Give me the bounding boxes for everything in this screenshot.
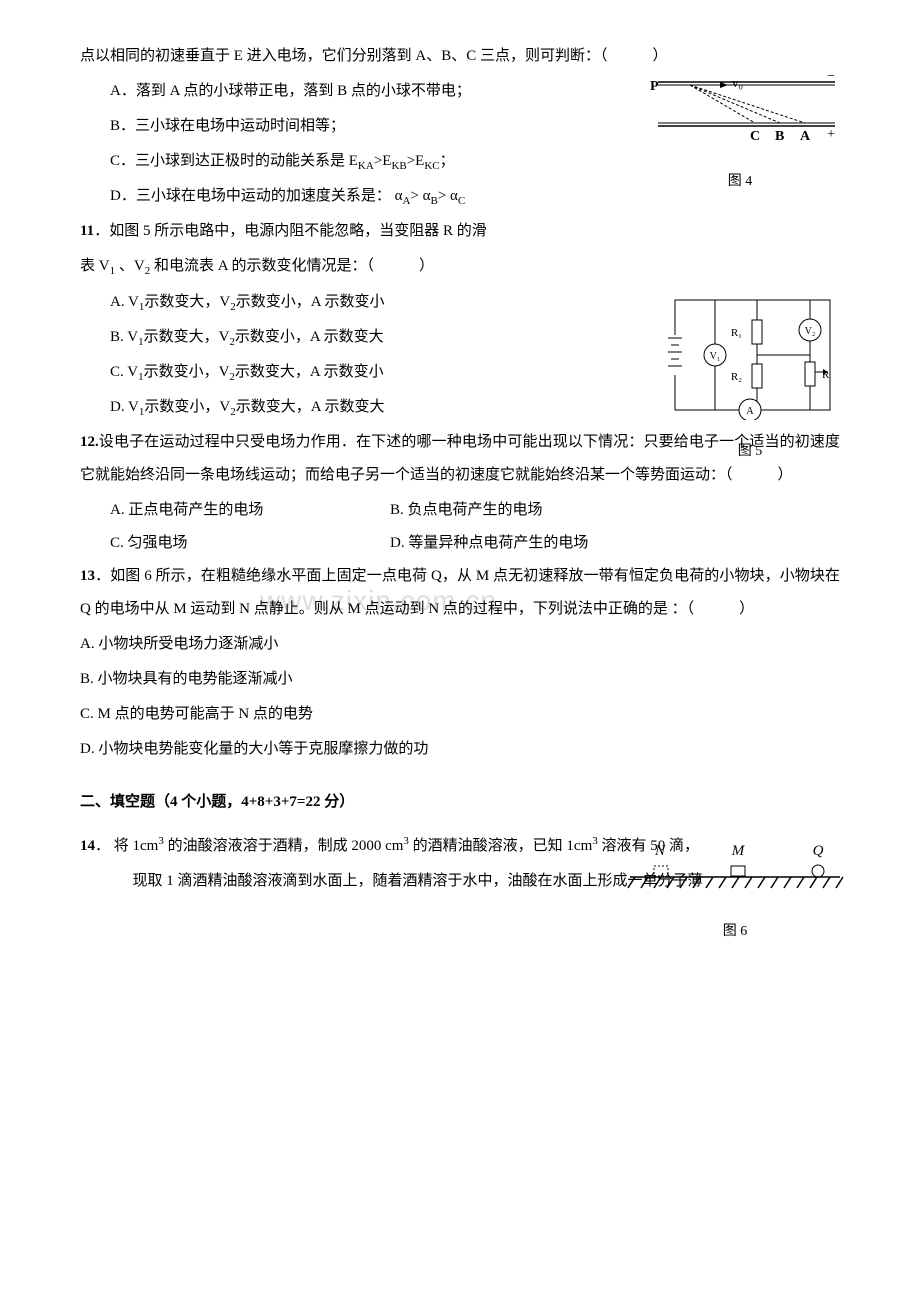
q14-number: 14: [80, 838, 95, 854]
figure-5: V₁ R₁ R₂ V₂ R A: [660, 290, 840, 468]
q10c-gt2: >E: [407, 153, 425, 169]
q10-stem: 点以相同的初速垂直于 E 进入电场，它们分别落到 A、B、C 三点，则可判断：（…: [80, 40, 840, 73]
q13-option-b: B. 小物块具有的电势能逐渐减小: [80, 663, 840, 696]
q10c-semi: ；: [440, 153, 455, 169]
q13-option-d: D. 小物块电势能变化量的大小等于克服摩擦力做的功: [80, 733, 840, 766]
svg-text:P: P: [650, 79, 659, 94]
svg-text:−: −: [827, 70, 835, 84]
q13-option-a: A. 小物块所受电场力逐渐减小: [80, 628, 840, 661]
q11b-pre: B. V: [110, 329, 138, 345]
q13-option-c: C. M 点的电势可能高于 N 点的电势: [80, 698, 840, 731]
q10d-pre: D．三小球在电场中运动的加速度关系是： α: [110, 188, 402, 204]
q14-mid1: 的油酸溶液溶于酒精，制成 2000 cm: [164, 838, 404, 854]
figure-4-caption: 图 4: [640, 167, 840, 198]
svg-text:R₂: R₂: [731, 371, 742, 383]
q10c-gt1: >E: [374, 153, 392, 169]
svg-text:A: A: [746, 406, 754, 417]
q12-option-a: A. 正点电荷产生的电场: [110, 494, 390, 527]
q12-option-d: D. 等量异种点电荷产生的电场: [390, 527, 588, 560]
q11-stem-line1: 11．如图 5 所示电路中，电源内阻不能忽略，当变阻器 R 的滑: [80, 215, 840, 248]
q11c-mid: 示数变小，V: [144, 364, 230, 380]
figure-6-caption: 图 6: [620, 917, 850, 948]
q12-options-row1: A. 正点电荷产生的电场 B. 负点电荷产生的电场: [80, 494, 840, 527]
q12-option-c: C. 匀强电场: [110, 527, 390, 560]
q11a-pre: A. V: [110, 294, 139, 310]
q14-pre: ． 将 1cm: [95, 838, 158, 854]
q11-l2-pre: 表 V: [80, 258, 110, 274]
q11b-post: 示数变小，A 示数变大: [235, 329, 384, 345]
q11-line1-text: ．如图 5 所示电路中，电源内阻不能忽略，当变阻器 R 的滑: [94, 215, 624, 248]
q10d-gt2: > α: [438, 188, 458, 204]
svg-text:B: B: [775, 129, 784, 144]
q10c-ka: KA: [358, 160, 374, 172]
svg-text:Q: Q: [813, 843, 824, 859]
svg-text:V₁: V₁: [710, 351, 721, 362]
figure-5-caption: 图 5: [660, 437, 840, 468]
q13-stem-text: ．如图 6 所示，在粗糙绝缘水平面上固定一点电荷 Q，从 M 点无初速释放一带有…: [80, 568, 840, 617]
document-content: www.zixin.com.cn − P v₀ + C B A 图 4: [80, 40, 840, 898]
svg-text:M: M: [731, 843, 746, 859]
q11-stem-line2: 表 V1 、V2 和电流表 A 的示数变化情况是：（ ）: [80, 250, 840, 283]
q13-stem: 13．如图 6 所示，在粗糙绝缘水平面上固定一点电荷 Q，从 M 点无初速释放一…: [80, 560, 840, 626]
q11-number: 11: [80, 223, 94, 239]
q11-l2-post: 和电流表 A 的示数变化情况是：（ ）: [150, 258, 434, 274]
q10c-kc: KC: [424, 160, 439, 172]
svg-text:+: +: [827, 127, 835, 142]
section-2-title: 二、填空题（4 个小题，4+8+3+7=22 分）: [80, 786, 840, 819]
svg-text:A: A: [800, 129, 811, 144]
q10c-kb: KB: [391, 160, 406, 172]
q10d-b: B: [430, 195, 437, 207]
q13-number: 13: [80, 568, 95, 584]
q12-number: 12.: [80, 434, 99, 450]
q10d-c: C: [458, 195, 465, 207]
q10c-pre: C．三小球到达正极时的动能关系是 E: [110, 153, 358, 169]
svg-text:R₁: R₁: [731, 327, 742, 339]
q12-options-row2: C. 匀强电场 D. 等量异种点电荷产生的电场: [80, 527, 840, 560]
figure-5-svg: V₁ R₁ R₂ V₂ R A: [660, 290, 840, 420]
q11d-pre: D. V: [110, 399, 139, 415]
q11a-mid: 示数变大，V: [144, 294, 230, 310]
svg-text:N: N: [654, 843, 666, 859]
figure-6-svg: N M Q: [620, 840, 850, 900]
q14-mid2: 的酒精油酸溶液，已知 1cm: [409, 838, 592, 854]
figure-6: N M Q: [620, 840, 850, 948]
svg-text:V₂: V₂: [805, 326, 816, 337]
q11c-post: 示数变大，A 示数变小: [235, 364, 384, 380]
figure-4-svg: − P v₀ + C B A: [640, 70, 840, 150]
q12-option-b: B. 负点电荷产生的电场: [390, 494, 543, 527]
svg-text:C: C: [750, 129, 760, 144]
q11b-mid: 示数变大，V: [144, 329, 230, 345]
q11a-post: 示数变小，A 示数变小: [236, 294, 385, 310]
q11d-post: 示数变大，A 示数变大: [236, 399, 385, 415]
q10d-gt1: > α: [410, 188, 430, 204]
q11c-pre: C. V: [110, 364, 138, 380]
svg-text:v₀: v₀: [732, 75, 743, 90]
q11-l2-mid: 、V: [115, 258, 145, 274]
figure-4: − P v₀ + C B A 图 4: [640, 70, 840, 198]
q11d-mid: 示数变小，V: [144, 399, 230, 415]
